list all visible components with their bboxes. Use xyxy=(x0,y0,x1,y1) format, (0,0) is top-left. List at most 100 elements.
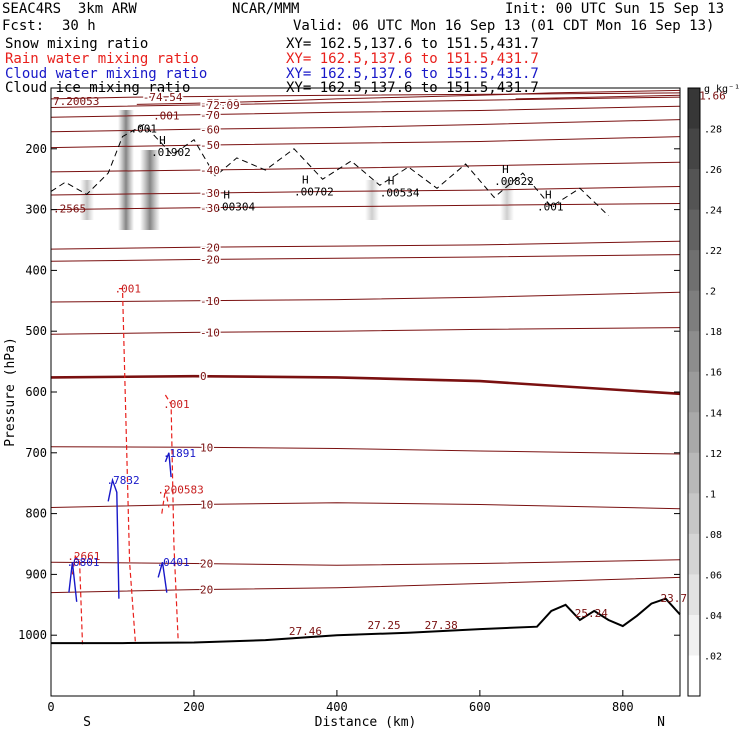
rain-contour-label: .001 xyxy=(114,283,140,296)
colorbar-swatch xyxy=(688,412,700,454)
colorbar-unit: g kg⁻¹ xyxy=(704,84,740,95)
temperature-contour-label: -75.01 xyxy=(200,97,240,110)
cloud-water-contour-label: .1891 xyxy=(163,447,196,460)
annotation-label: 25.24 xyxy=(575,607,608,620)
colorbar-swatch xyxy=(688,128,700,170)
colorbar-swatch xyxy=(688,250,700,292)
snow-shade-column xyxy=(140,150,160,230)
y-tick-label: 700 xyxy=(25,446,47,460)
y-tick-label: 800 xyxy=(25,507,47,521)
cloud-water-contours xyxy=(68,452,172,602)
field-xy-cloudwater: XY= 162.5,137.6 to 151.5,431.7 xyxy=(286,66,539,82)
temperature-contour xyxy=(50,254,681,262)
temperature-contour-label: 20 xyxy=(200,557,213,570)
colorbar-swatch xyxy=(688,452,700,494)
temperature-contour-label: -50 xyxy=(200,139,220,152)
forecast-value: 30 h xyxy=(62,18,96,34)
ice-contour-label: .00702 xyxy=(294,185,334,198)
colorbar: .02 .04 .06 .08 .1 .12 .14 .16 .18 .2 .22 .24 .26 .28… xyxy=(687,84,740,697)
temperature-contour-label: -60 xyxy=(200,123,220,136)
ice-high-marker: H xyxy=(502,163,509,176)
x-tick-label: 400 xyxy=(326,700,348,714)
snow-contour-label: .001 xyxy=(130,123,157,136)
field-xy-rain: XY= 162.5,137.6 to 151.5,431.7 xyxy=(286,51,539,67)
annotation-label: 23.7 xyxy=(661,592,688,605)
snow-contours xyxy=(50,123,609,217)
temperature-contour xyxy=(50,446,681,455)
temperature-contour xyxy=(50,105,681,118)
annotation-label: 7.20053 xyxy=(53,95,99,108)
colorbar-tick-label: .28 xyxy=(704,125,722,136)
ice-high-marker: H xyxy=(159,134,166,147)
temperature-contour-label: -30 xyxy=(200,187,220,200)
temperature-contour-label: -20 xyxy=(200,253,220,266)
colorbar-swatch xyxy=(688,88,700,130)
temperature-contour xyxy=(136,89,681,105)
rain-contour-label: .2661 xyxy=(67,550,100,563)
model-title: SEAC4RS 3km ARW xyxy=(2,1,137,17)
rain-contour xyxy=(71,554,84,645)
colorbar-tick-label: .08 xyxy=(704,530,722,541)
y-tick-label: 900 xyxy=(25,567,47,581)
temperature-contour xyxy=(50,327,681,335)
colorbar-swatch xyxy=(688,371,700,413)
colorbar-tick-label: .04 xyxy=(704,611,722,622)
temperature-contour-label: -30 xyxy=(200,202,220,215)
y-tick-label: 200 xyxy=(25,142,47,156)
field-name-cloudwater: Cloud water mixing ratio xyxy=(5,66,208,82)
colorbar-tick-label: .12 xyxy=(704,449,722,460)
cloud-water-contour-label: .7832 xyxy=(106,474,139,487)
temperature-contour xyxy=(50,161,681,173)
rain-contour-label: .001 xyxy=(163,398,190,411)
org-title: NCAR/MMM xyxy=(232,1,300,17)
temperature-contour xyxy=(50,186,681,196)
temperature-contour-label: -20 xyxy=(200,241,220,254)
rain-contour xyxy=(161,489,170,514)
colorbar-tick-label: .02 xyxy=(704,651,722,662)
temperature-contours xyxy=(50,89,681,594)
terrain-profile xyxy=(51,597,681,645)
temperature-contour-label: -70 xyxy=(200,109,220,122)
ice-high-marker: H xyxy=(302,173,309,186)
temperature-contour-label: 10 xyxy=(200,441,213,454)
cloud-water-contour-label: .0401 xyxy=(157,556,190,569)
field-xy-snow: XY= 162.5,137.6 to 151.5,431.7 xyxy=(286,36,539,52)
temperature-contour xyxy=(50,136,681,149)
colorbar-tick-label: .26 xyxy=(704,165,722,176)
forecast-label: Fcst: xyxy=(2,18,45,34)
rain-contour xyxy=(164,394,179,642)
colorbar-tick-label: .18 xyxy=(704,327,722,338)
snow-shade-column xyxy=(80,180,94,220)
colorbar-swatch xyxy=(688,169,700,211)
annotation-label: .2565 xyxy=(53,203,86,216)
temperature-contour xyxy=(50,502,681,510)
cloud-water-contour xyxy=(68,562,78,602)
colorbar-swatch xyxy=(688,209,700,251)
colorbar-frame xyxy=(687,87,701,697)
field-name-snow: Snow mixing ratio xyxy=(5,36,149,52)
colorbar-swatch xyxy=(688,493,700,535)
y-tick-label: 300 xyxy=(25,203,47,217)
snow-contour xyxy=(50,123,609,217)
colorbar-swatch xyxy=(688,574,700,616)
ice-contour-label: .00822 xyxy=(494,175,534,188)
cloud-water-contour-label: .0801 xyxy=(66,556,99,569)
y-tick-label: 600 xyxy=(25,385,47,399)
ice-high-marker: H xyxy=(545,189,552,202)
annotation-label: 27.38 xyxy=(425,619,458,632)
field-name-rain: Rain water mixing ratio xyxy=(5,51,199,67)
temperature-contour xyxy=(515,94,681,100)
temperature-contour-label: -10 xyxy=(200,326,220,339)
cloud-water-contour xyxy=(107,477,120,599)
temperature-contour xyxy=(50,374,681,396)
ice-high-marker: H xyxy=(223,189,230,202)
colorbar-swatch xyxy=(688,533,700,575)
temperature-contour-label: -40 xyxy=(200,164,220,177)
ice-contour-label: .00304 xyxy=(215,201,255,214)
colorbar-tick-label: .14 xyxy=(704,408,722,419)
temperature-contour-label: -72.09 xyxy=(200,99,240,112)
rain-contours xyxy=(71,288,179,645)
x-tick-label: 600 xyxy=(469,700,491,714)
